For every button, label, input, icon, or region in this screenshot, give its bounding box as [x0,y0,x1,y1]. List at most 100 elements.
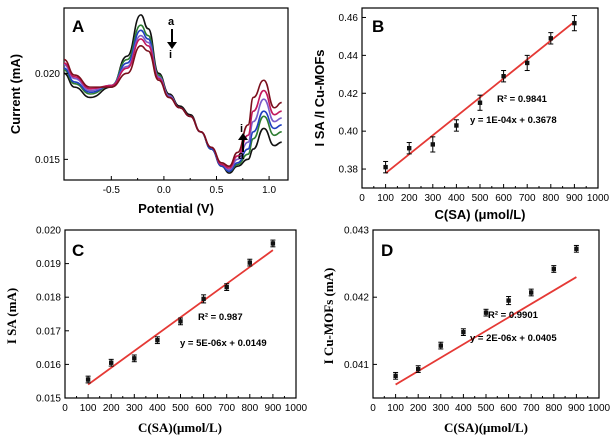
panel-c-xtick-label: 0 [62,403,68,414]
panel-d: 0 100 200 300 400 500 600 700 800 900 1000 0.041 0.0… [321,226,611,436]
panel-d-letter: D [381,241,393,260]
panel-b-xtick-label: 500 [472,193,489,204]
panel-b-equation: y = 1E-04x + 0.3678 [470,115,557,126]
panel-b-data-point [407,146,412,151]
panel-d-xtick-label: 400 [455,403,472,414]
panel-a-marker-a-top: a [168,16,175,28]
panel-c-ytick-label: 0.015 [36,394,61,405]
panel-d-ytick-label: 0.041 [344,360,369,371]
panel-d-xtick-label: 800 [545,403,562,414]
panel-a-xtick-label: -0.5 [103,185,121,196]
panel-b-xtick-label: 1000 [587,193,610,204]
panel-b-xtick-label: 400 [448,193,465,204]
panel-b-data-point [572,20,577,26]
panel-d-ytick-label: 0.042 [344,293,369,304]
panel-d-xtick-label: 100 [387,403,404,414]
panel-c-data-point [178,319,183,324]
panel-a-xtick-label: 1.0 [262,185,276,196]
panel-d-data-point [461,329,466,335]
panel-c-equation: y = 5E-06x + 0.0149 [180,338,267,349]
panel-a-xtick-label: 0.5 [210,185,224,196]
panel-b-ytick-label: 0.46 [339,13,359,24]
panel-b-xlabel: C(SA) (μmol/L) [435,207,526,222]
panel-b: 0 100 200 300 400 500 600 700 800 900 1000 0.38 0.40… [312,7,610,222]
panel-b-ylabel: I SA /I Cu-MOFs [312,49,327,146]
panel-c-xtick-label: 900 [265,403,282,414]
panel-c-xtick-label: 800 [241,403,258,414]
panel-b-r2: R² = 0.9841 [497,94,548,105]
panel-c-data-point [155,338,160,343]
panel-c-r2: R² = 0.987 [198,312,243,323]
panel-c-fit-line [87,249,274,386]
panel-b-data-point [548,36,553,41]
panel-d-data-point [551,266,556,272]
panel-c-xtick-label: 500 [172,403,189,414]
panel-c-data-point [247,260,252,265]
arrow-up-icon [238,133,248,152]
panel-b-ytick-label: 0.42 [339,89,359,100]
panel-c-xtick-label: 1000 [285,403,308,414]
panel-c-ytick-label: 0.020 [36,226,61,237]
panel-a-xtick-label: 0.0 [157,185,171,196]
panel-b-xtick-label: 900 [566,193,583,204]
panel-b-xtick-label: 800 [542,193,559,204]
panel-b-xtick-label: 700 [519,193,536,204]
panel-a-series-line-6 [64,45,282,168]
panel-d-xtick-label: 300 [432,403,449,414]
panel-c-xtick-label: 100 [80,403,97,414]
panel-d-data-point [393,373,398,379]
panel-d-xtick-label: 700 [523,403,540,414]
panel-d-equation: y = 2E-06x + 0.0405 [470,333,557,344]
panel-d-data-point [416,366,421,372]
panel-d-xtick-label: 0 [370,403,376,414]
panel-d-data-point [506,298,511,303]
panel-b-letter: B [372,17,384,36]
panel-c-plot: 0 100 200 300 400 500 600 700 800 900 1000 0.015 0.0… [36,226,308,415]
panel-b-ytick-label: 0.40 [339,127,359,138]
panel-c-xtick-label: 400 [149,403,166,414]
panel-d-ylabel: I Cu-MOFs (mA) [321,268,336,365]
panel-d-data-point [574,246,579,252]
panel-a-ytick-label: 0.020 [35,69,60,80]
panel-d-xtick-label: 1000 [588,403,611,414]
panel-a-marker-a-bottom: a [238,150,245,162]
panel-c-ytick-label: 0.017 [36,326,61,337]
panel-d-data-point [529,290,534,295]
panel-c-data-point [201,296,206,302]
panel-a-plot: -0.5 0.0 0.5 1.0 0.015 0.020 [35,14,282,196]
panel-a-letter: A [72,17,84,36]
panel-c-xtick-label: 300 [126,403,143,414]
panel-b-data-point [383,164,388,170]
panel-d-data-point [438,343,443,348]
panel-d-xtick-label: 900 [568,403,585,414]
panel-a-frame [63,7,289,181]
panel-b-ytick-label: 0.44 [339,51,359,62]
panel-b-data-point [501,74,506,79]
panel-d-xtick-label: 600 [500,403,517,414]
panel-a-ytick-label: 0.015 [35,155,60,166]
panel-b-plot: 0 100 200 300 400 500 600 700 800 900 1000 0.38 0.40… [339,13,610,204]
panel-c-ytick-label: 0.016 [36,360,61,371]
panel-b-data-point [525,60,530,66]
panel-b-data-point [454,123,459,128]
panel-a-xlabel: Potential (V) [138,201,214,216]
panel-d-fit-line [395,276,577,386]
panel-a-ylabel: Current (mA) [8,54,23,134]
panel-d-plot: 0 100 200 300 400 500 600 700 800 900 1000 0.041 0.0… [344,226,611,415]
panel-b-xtick-label: 200 [401,193,418,204]
panel-b-xtick-label: 300 [424,193,441,204]
panel-d-data-point [483,310,489,315]
panel-a-series-line-4 [64,34,282,171]
panel-c-xtick-label: 700 [218,403,235,414]
panel-d-r2: R² = 0.9901 [488,310,539,321]
panel-c-ytick-label: 0.019 [36,259,61,270]
panel-c-frame [64,229,297,399]
panel-c-ytick-label: 0.018 [36,293,61,304]
panel-c-data-point [224,284,229,290]
panel-c-xtick-label: 600 [195,403,212,414]
panel-a-marker-i-top: i [169,49,172,61]
panel-c: 0 100 200 300 400 500 600 700 800 900 1000 0.015 0.0… [4,226,308,436]
panel-d-xlabel: C(SA)(μmol/L) [444,420,528,435]
